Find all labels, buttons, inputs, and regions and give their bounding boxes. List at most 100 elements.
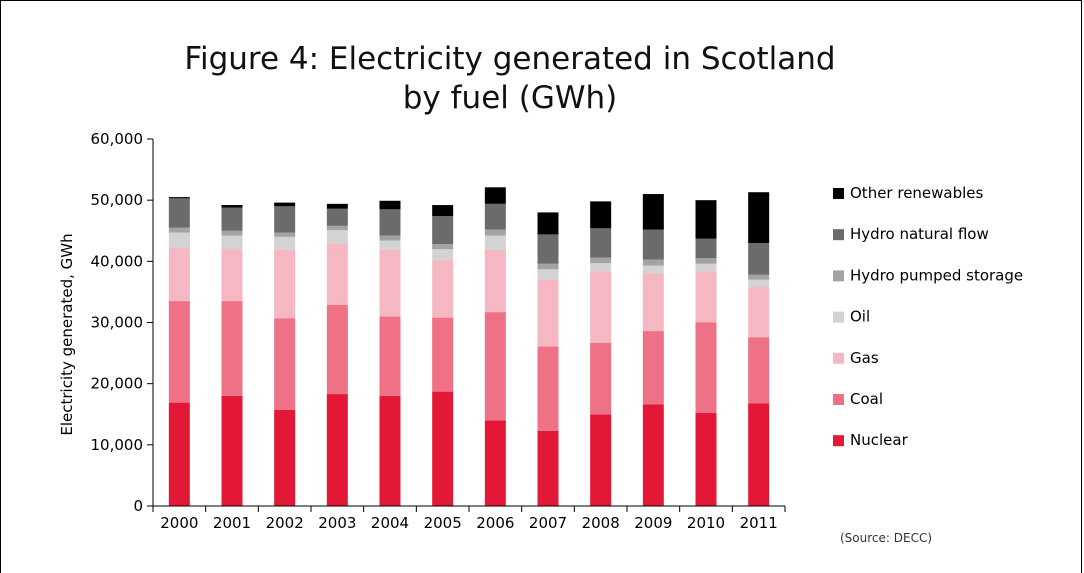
bar-segment-other-renewables — [642, 194, 664, 230]
x-tick-label: 2000 — [160, 514, 198, 532]
legend-label: Gas — [850, 349, 879, 367]
bar-segment-hydro-pumped-storage — [695, 258, 717, 264]
bar-segment-hydro-natural-flow — [221, 207, 243, 231]
x-tick-label: 2009 — [634, 514, 672, 532]
legend-label: Coal — [850, 390, 883, 408]
bar-segment-hydro-pumped-storage — [274, 232, 296, 237]
bar-segment-gas — [221, 249, 243, 302]
bar-segment-oil — [326, 230, 348, 244]
x-tick-label: 2007 — [529, 514, 567, 532]
bar-segment-nuclear — [221, 395, 243, 506]
bar-segment-hydro-pumped-storage — [326, 225, 348, 231]
bar-segment-hydro-pumped-storage — [642, 259, 664, 266]
x-tick-label: 2004 — [371, 514, 409, 532]
bar-segment-hydro-natural-flow — [379, 209, 401, 236]
bar-segment-gas — [484, 249, 506, 313]
bar-segment-hydro-pumped-storage — [537, 263, 559, 270]
bar-segment-hydro-natural-flow — [748, 242, 770, 275]
bar-segment-nuclear — [748, 403, 770, 506]
bar-segment-nuclear — [590, 414, 612, 506]
bar-segment-oil — [748, 279, 770, 288]
legend-swatch — [833, 188, 844, 199]
bar-segment-nuclear — [432, 391, 454, 506]
bar-segment-other-renewables — [326, 203, 348, 209]
bar-segment-oil — [642, 265, 664, 274]
bar-segment-oil — [379, 240, 401, 250]
y-axis: 0 10,000 20,000 30,000 40,000 50,000 60,000 — [91, 130, 154, 515]
bar-segment-hydro-natural-flow — [537, 234, 559, 264]
legend-label: Other renewables — [850, 184, 984, 202]
bar-segment-gas — [379, 249, 401, 317]
bar-segment-nuclear — [484, 420, 506, 506]
bar-segment-other-renewables — [695, 200, 717, 239]
bar-segment-oil — [432, 249, 454, 261]
bar-segment-coal — [221, 301, 243, 396]
x-tick-label: 2001 — [213, 514, 251, 532]
bar-segment-coal — [326, 304, 348, 395]
legend-swatch — [833, 311, 844, 323]
bar-segment-hydro-pumped-storage — [168, 227, 190, 233]
bar-segment-other-renewables — [221, 205, 243, 208]
bar-segment-coal — [484, 312, 506, 421]
x-tick-label: 2002 — [266, 514, 304, 532]
bar-segment-hydro-pumped-storage — [590, 257, 612, 264]
y-tick-label: 50,000 — [91, 191, 144, 209]
chart-title: Figure 4: Electricity generated in Scotl… — [184, 41, 836, 116]
y-tick-label: 0 — [133, 497, 143, 515]
bar-segment-nuclear — [642, 404, 664, 506]
legend-label: Nuclear — [850, 431, 909, 449]
bar-segment-coal — [168, 301, 190, 403]
x-axis: 2000 2001 2002 2003 2004 2005 2006 2007 2008 2009… — [152, 505, 786, 532]
legend-swatch — [833, 435, 844, 447]
bar-segment-nuclear — [168, 402, 190, 506]
bar-segment-hydro-natural-flow — [168, 198, 190, 228]
bar-segment-coal — [379, 316, 401, 396]
bar-segment-other-renewables — [432, 205, 454, 217]
x-tick-label: 2005 — [424, 514, 462, 532]
bar-segment-gas — [695, 271, 717, 323]
bar-segment-gas — [590, 271, 612, 343]
bar-segment-oil — [274, 236, 296, 250]
y-tick-label: 60,000 — [91, 130, 144, 148]
y-tick-label: 40,000 — [91, 252, 144, 270]
bar-segment-gas — [432, 260, 454, 318]
bar-segment-oil — [484, 235, 506, 250]
bar-segment-hydro-natural-flow — [326, 208, 348, 226]
bar-segment-oil — [221, 235, 243, 250]
bar-segment-gas — [642, 273, 664, 332]
bar-segment-nuclear — [326, 394, 348, 506]
legend-swatch — [833, 352, 844, 364]
bar-segment-hydro-pumped-storage — [748, 274, 770, 280]
bar-segment-hydro-pumped-storage — [484, 229, 506, 236]
bar-segment-gas — [537, 279, 559, 347]
legend-label: Hydro pumped storage — [850, 266, 1023, 284]
y-tick-label: 10,000 — [91, 436, 144, 454]
bar-segment-oil — [695, 263, 717, 272]
x-tick-label: 2008 — [582, 514, 620, 532]
bar-segment-nuclear — [537, 430, 559, 506]
bar-segment-nuclear — [274, 409, 296, 506]
bar-segment-coal — [642, 331, 664, 405]
bar-segment-coal — [695, 322, 717, 414]
legend-swatch — [833, 229, 844, 241]
bar-segment-gas — [326, 243, 348, 305]
bar-segment-coal — [537, 346, 559, 431]
bar-segment-gas — [168, 247, 190, 302]
y-tick-label: 20,000 — [91, 375, 144, 393]
bar-segment-hydro-natural-flow — [590, 228, 612, 258]
bar-segment-other-renewables — [748, 192, 770, 243]
x-tick-label: 2011 — [740, 514, 778, 532]
bar-segment-coal — [590, 342, 612, 415]
bar-segment-other-renewables — [484, 187, 506, 204]
bar-segment-oil — [590, 263, 612, 272]
bar-segment-hydro-natural-flow — [484, 203, 506, 230]
bar-segment-hydro-natural-flow — [642, 229, 664, 260]
bar-segment-other-renewables — [274, 202, 296, 207]
legend-swatch — [833, 394, 844, 405]
x-tick-label: 2010 — [687, 514, 725, 532]
bar-segment-hydro-natural-flow — [274, 206, 296, 233]
bar-segment-nuclear — [695, 413, 717, 506]
bar-segment-gas — [274, 249, 296, 319]
legend-swatch — [833, 270, 844, 282]
